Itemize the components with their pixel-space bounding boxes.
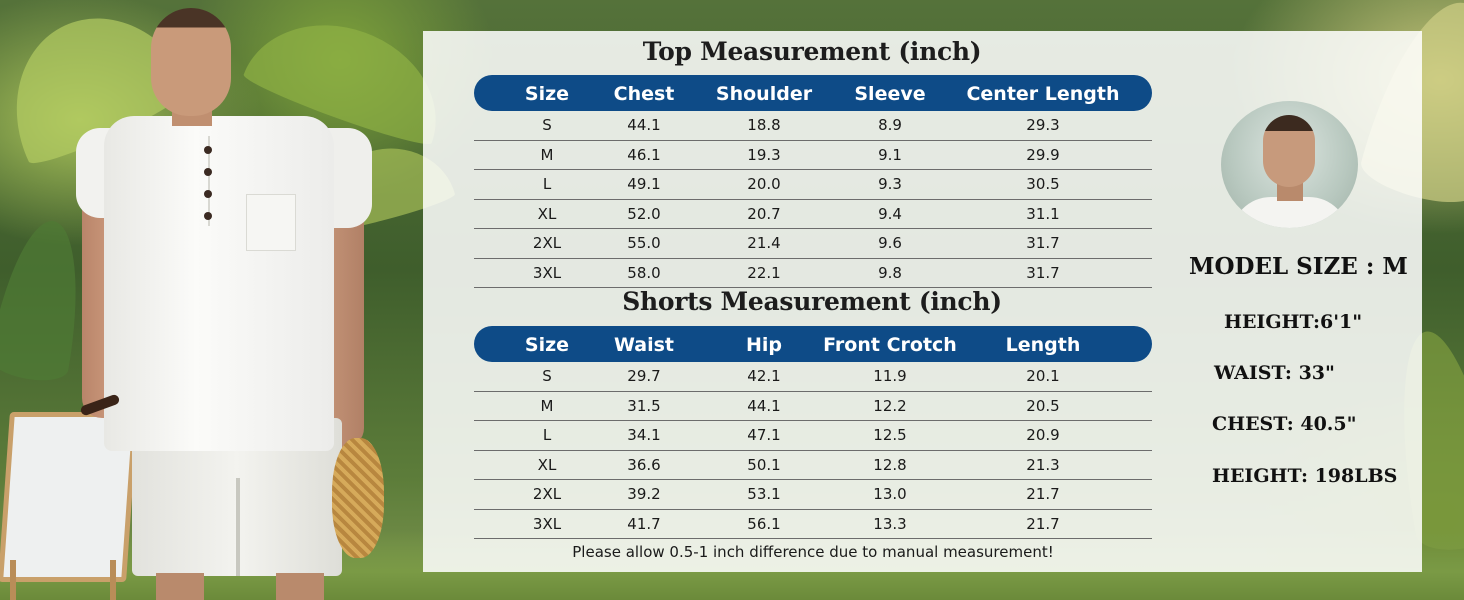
table-cell: 58.0 <box>627 263 661 282</box>
table-cell: 31.1 <box>1026 204 1060 223</box>
table-header: Size Chest Shoulder Sleeve Center Length <box>474 75 1152 111</box>
table-cell: 46.1 <box>627 145 661 164</box>
column-header: Front Crotch <box>823 334 957 356</box>
table-row: 2XL 39.2 53.1 13.0 21.7 <box>474 480 1152 510</box>
table-cell: 19.3 <box>747 145 781 164</box>
table-cell: 18.8 <box>747 116 781 134</box>
straw-hat <box>332 438 384 558</box>
table-cell: 20.1 <box>1026 367 1060 385</box>
table-cell: 39.2 <box>627 485 661 503</box>
table-row: M 46.1 19.3 9.1 29.9 <box>474 141 1152 170</box>
model-height: HEIGHT:6'1" <box>1224 311 1363 333</box>
table-cell: 2XL <box>532 234 562 252</box>
table-row: XL 36.6 50.1 12.8 21.3 <box>474 451 1152 480</box>
table-row: XL 52.0 20.7 9.4 31.1 <box>474 200 1152 229</box>
table-row: S 44.1 18.8 8.9 29.3 <box>474 111 1152 141</box>
table-cell: 21.7 <box>1026 485 1060 503</box>
table-cell: 55.0 <box>627 234 661 252</box>
size-chart-panel: Top Measurement (inch) Size Chest Shoulder… <box>423 31 1422 572</box>
table-cell: 21.7 <box>1026 514 1060 533</box>
table-cell: 56.1 <box>747 514 781 533</box>
table-row: L 34.1 47.1 12.5 20.9 <box>474 421 1152 451</box>
table-cell: 21.3 <box>1026 455 1060 474</box>
table-cell: 3XL <box>532 514 562 533</box>
table-row: 3XL 41.7 56.1 13.3 21.7 <box>474 510 1152 539</box>
table-cell: 11.9 <box>873 367 907 385</box>
table-cell: S <box>542 367 552 385</box>
column-header: Waist <box>613 334 675 356</box>
table-cell: 12.2 <box>873 396 907 415</box>
table-cell: 52.0 <box>627 204 661 223</box>
column-header: Chest <box>613 83 675 105</box>
table-cell: 2XL <box>532 485 562 503</box>
table-cell: 9.8 <box>878 263 902 282</box>
table-row: 3XL 58.0 22.1 9.8 31.7 <box>474 259 1152 288</box>
table-cell: 41.7 <box>627 514 661 533</box>
table-cell: M <box>540 396 554 415</box>
table-cell: 9.1 <box>878 145 902 164</box>
table-row: S 29.7 42.1 11.9 20.1 <box>474 362 1152 392</box>
table-cell: 21.4 <box>747 234 781 252</box>
table-row: M 31.5 44.1 12.2 20.5 <box>474 392 1152 421</box>
table-cell: 9.6 <box>878 234 902 252</box>
table-cell: 49.1 <box>627 175 661 193</box>
table-cell: 3XL <box>532 263 562 282</box>
table-cell: L <box>542 175 552 193</box>
table-cell: 9.4 <box>878 204 902 223</box>
table-cell: 31.7 <box>1026 234 1060 252</box>
table-cell: 29.9 <box>1026 145 1060 164</box>
column-header: Length <box>1005 334 1081 356</box>
model-photo <box>76 8 384 600</box>
table-cell: 12.8 <box>873 455 907 474</box>
table-cell: 20.7 <box>747 204 781 223</box>
table-cell: 8.9 <box>878 116 902 134</box>
column-header: Sleeve <box>854 83 926 105</box>
top-table-title: Top Measurement (inch) <box>642 37 982 66</box>
table-cell: 50.1 <box>747 455 781 474</box>
table-cell: 9.3 <box>878 175 902 193</box>
table-cell: 13.3 <box>873 514 907 533</box>
table-cell: 20.5 <box>1026 396 1060 415</box>
column-header: Center Length <box>966 83 1120 105</box>
table-cell: M <box>540 145 554 164</box>
table-header: Size Waist Hip Front Crotch Length <box>474 326 1152 362</box>
table-cell: 44.1 <box>747 396 781 415</box>
table-cell: XL <box>537 455 557 474</box>
table-cell: 20.9 <box>1026 426 1060 444</box>
column-header: Size <box>524 334 570 356</box>
model-weight: HEIGHT: 198LBS <box>1212 465 1398 487</box>
table-cell: 44.1 <box>627 116 661 134</box>
table-row: 2XL 55.0 21.4 9.6 31.7 <box>474 229 1152 259</box>
model-chest: CHEST: 40.5" <box>1212 413 1357 435</box>
table-cell: 31.7 <box>1026 263 1060 282</box>
table-cell: L <box>542 426 552 444</box>
table-cell: 30.5 <box>1026 175 1060 193</box>
column-header: Shoulder <box>715 83 813 105</box>
table-cell: S <box>542 116 552 134</box>
table-row: L 49.1 20.0 9.3 30.5 <box>474 170 1152 200</box>
model-size: MODEL SIZE : M <box>1189 253 1408 280</box>
measurement-note: Please allow 0.5-1 inch difference due t… <box>572 543 1054 561</box>
top-measurement-table: Size Chest Shoulder Sleeve Center Length S 44… <box>474 75 1152 288</box>
model-waist: WAIST: 33" <box>1214 362 1335 384</box>
table-cell: 29.3 <box>1026 116 1060 134</box>
table-cell: XL <box>537 204 557 223</box>
model-avatar <box>1221 101 1358 228</box>
table-cell: 42.1 <box>747 367 781 385</box>
table-cell: 22.1 <box>747 263 781 282</box>
table-cell: 31.5 <box>627 396 661 415</box>
shorts-table-title: Shorts Measurement (inch) <box>622 287 1002 316</box>
column-header: Hip <box>745 334 783 356</box>
table-cell: 34.1 <box>627 426 661 444</box>
table-cell: 13.0 <box>873 485 907 503</box>
table-cell: 20.0 <box>747 175 781 193</box>
table-cell: 47.1 <box>747 426 781 444</box>
table-cell: 29.7 <box>627 367 661 385</box>
shorts-measurement-table: Size Waist Hip Front Crotch Length S 29.7 42.1… <box>474 326 1152 539</box>
column-header: Size <box>524 83 570 105</box>
table-cell: 53.1 <box>747 485 781 503</box>
table-cell: 12.5 <box>873 426 907 444</box>
table-cell: 36.6 <box>627 455 661 474</box>
